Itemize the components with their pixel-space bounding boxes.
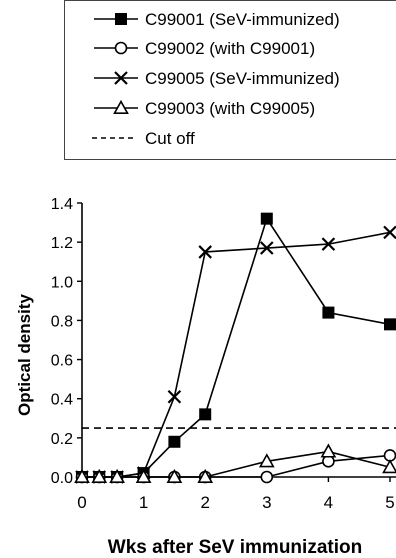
y-tick-label: 1.4	[51, 196, 73, 213]
data-point	[382, 459, 396, 474]
x-tick-label: 2	[200, 493, 209, 512]
data-point	[91, 468, 108, 484]
series-line	[82, 231, 391, 478]
data-point	[321, 237, 336, 251]
legend-label: C99005 (SeV-immunized)	[145, 69, 340, 88]
legend-marker	[115, 13, 127, 25]
data-point	[166, 468, 183, 484]
y-axis-label: Optical density	[15, 294, 34, 416]
data-point	[320, 443, 337, 458]
x-tick-label: 3	[262, 493, 271, 512]
legend-label: C99001 (SeV-immunized)	[145, 10, 340, 29]
data-point	[322, 306, 335, 319]
plot-area: 0.0 0.2 0.4 0.6 0.8 1.0 1.2 1.4 0 1 2 3 4 5	[51, 196, 396, 512]
data-point	[260, 212, 273, 225]
data-point	[260, 470, 274, 484]
data-point	[109, 468, 125, 484]
x-tick-label: 0	[77, 493, 86, 512]
data-point	[74, 468, 90, 484]
legend-label: C99002 (with C99001)	[145, 39, 315, 58]
legend-marker	[113, 99, 129, 114]
x-axis-label: Wks after SeV immunization	[108, 537, 362, 558]
x-tick-label: 1	[139, 493, 148, 512]
data-point	[199, 408, 212, 421]
y-tick-label: 0.0	[51, 470, 73, 487]
data-point	[258, 453, 275, 468]
data-point	[168, 435, 181, 448]
y-tick-label: 0.4	[51, 392, 73, 409]
y-tick-label: 0.8	[51, 313, 73, 330]
data-point	[383, 225, 396, 240]
series-line	[82, 216, 391, 478]
data-point	[198, 245, 212, 259]
series-line	[82, 450, 391, 478]
legend-marker	[114, 71, 128, 85]
legend-label: Cut off	[145, 129, 195, 148]
data-point	[167, 389, 182, 404]
legend-marker	[114, 41, 128, 55]
data-point	[135, 468, 152, 484]
series-line	[82, 454, 391, 478]
data-point	[384, 318, 396, 331]
x-tick-label: 5	[385, 493, 394, 512]
y-tick-label: 0.2	[51, 431, 73, 448]
legend-label: C99003 (with C99005)	[145, 99, 315, 118]
legend-entries: C99001 (SeV-immunized) C99002 (with C9900…	[92, 10, 340, 148]
data-point	[197, 468, 214, 484]
y-tick-label: 0.6	[51, 353, 73, 370]
data-point	[260, 241, 274, 255]
y-tick-label: 1.0	[51, 274, 73, 291]
y-tick-label: 1.2	[51, 235, 73, 252]
x-tick-label: 4	[324, 493, 333, 512]
